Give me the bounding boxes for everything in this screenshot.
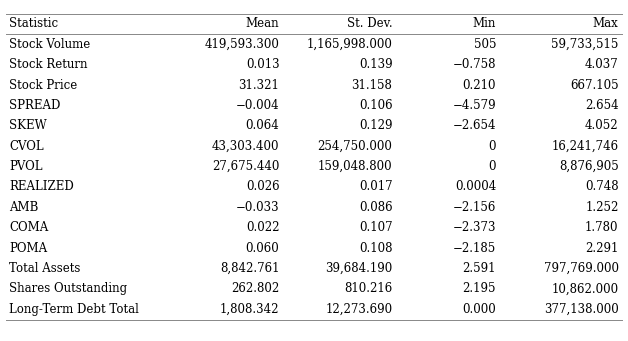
Text: Stock Return: Stock Return: [9, 58, 88, 71]
Text: Max: Max: [593, 17, 619, 30]
Text: Long-Term Debt Total: Long-Term Debt Total: [9, 303, 139, 316]
Text: −4.579: −4.579: [453, 99, 496, 112]
Text: Stock Price: Stock Price: [9, 78, 78, 91]
Text: 0.0004: 0.0004: [455, 180, 496, 193]
Text: POMA: POMA: [9, 242, 48, 255]
Text: Min: Min: [473, 17, 496, 30]
Text: 27,675.440: 27,675.440: [212, 160, 279, 173]
Text: Total Assets: Total Assets: [9, 262, 81, 275]
Text: −0.758: −0.758: [453, 58, 496, 71]
Text: −0.004: −0.004: [236, 99, 279, 112]
Text: 1.780: 1.780: [585, 221, 619, 234]
Text: −2.654: −2.654: [453, 119, 496, 132]
Text: AMB: AMB: [9, 201, 39, 214]
Text: 505: 505: [474, 38, 496, 51]
Text: 12,273.690: 12,273.690: [325, 303, 392, 316]
Text: 4.037: 4.037: [585, 58, 619, 71]
Text: 2.291: 2.291: [585, 242, 619, 255]
Text: 8,876,905: 8,876,905: [559, 160, 619, 173]
Text: 0.129: 0.129: [359, 119, 392, 132]
Text: 0.064: 0.064: [246, 119, 279, 132]
Text: PVOL: PVOL: [9, 160, 43, 173]
Text: 0.108: 0.108: [359, 242, 392, 255]
Text: 43,303.400: 43,303.400: [212, 140, 279, 153]
Text: 667.105: 667.105: [570, 78, 619, 91]
Text: 59,733,515: 59,733,515: [551, 38, 619, 51]
Text: 0: 0: [489, 140, 496, 153]
Text: 419,593.300: 419,593.300: [205, 38, 279, 51]
Text: 10,862.000: 10,862.000: [551, 282, 619, 295]
Text: 0.139: 0.139: [359, 58, 392, 71]
Text: 0.060: 0.060: [246, 242, 279, 255]
Text: −2.185: −2.185: [453, 242, 496, 255]
Text: Stock Volume: Stock Volume: [9, 38, 90, 51]
Text: −0.033: −0.033: [236, 201, 279, 214]
Text: Statistic: Statistic: [9, 17, 58, 30]
Text: SKEW: SKEW: [9, 119, 47, 132]
Text: 1,165,998.000: 1,165,998.000: [306, 38, 392, 51]
Text: 0.086: 0.086: [359, 201, 392, 214]
Text: 797,769.000: 797,769.000: [544, 262, 619, 275]
Text: 159,048.800: 159,048.800: [318, 160, 392, 173]
Text: 0.000: 0.000: [462, 303, 496, 316]
Text: 31.158: 31.158: [352, 78, 392, 91]
Text: 0.210: 0.210: [463, 78, 496, 91]
Text: 39,684.190: 39,684.190: [325, 262, 392, 275]
Text: 0.017: 0.017: [359, 180, 392, 193]
Text: COMA: COMA: [9, 221, 49, 234]
Text: 0: 0: [489, 160, 496, 173]
Text: −2.156: −2.156: [453, 201, 496, 214]
Text: CVOL: CVOL: [9, 140, 44, 153]
Text: 377,138.000: 377,138.000: [544, 303, 619, 316]
Text: 254,750.000: 254,750.000: [318, 140, 392, 153]
Text: REALIZED: REALIZED: [9, 180, 74, 193]
Text: 2.591: 2.591: [463, 262, 496, 275]
Text: 1,808.342: 1,808.342: [220, 303, 279, 316]
Text: 0.106: 0.106: [359, 99, 392, 112]
Text: 2.195: 2.195: [463, 282, 496, 295]
Text: 262.802: 262.802: [231, 282, 279, 295]
Text: 2.654: 2.654: [585, 99, 619, 112]
Text: 1.252: 1.252: [585, 201, 619, 214]
Text: Mean: Mean: [246, 17, 279, 30]
Text: 4.052: 4.052: [585, 119, 619, 132]
Text: 0.022: 0.022: [246, 221, 279, 234]
Text: 810.216: 810.216: [344, 282, 392, 295]
Text: 31.321: 31.321: [239, 78, 279, 91]
Text: 0.748: 0.748: [585, 180, 619, 193]
Text: St. Dev.: St. Dev.: [347, 17, 392, 30]
Text: Shares Outstanding: Shares Outstanding: [9, 282, 127, 295]
Text: 0.013: 0.013: [246, 58, 279, 71]
Text: 8,842.761: 8,842.761: [220, 262, 279, 275]
Text: SPREAD: SPREAD: [9, 99, 61, 112]
Text: 0.107: 0.107: [359, 221, 392, 234]
Text: 16,241,746: 16,241,746: [551, 140, 619, 153]
Text: −2.373: −2.373: [453, 221, 496, 234]
Text: 0.026: 0.026: [246, 180, 279, 193]
